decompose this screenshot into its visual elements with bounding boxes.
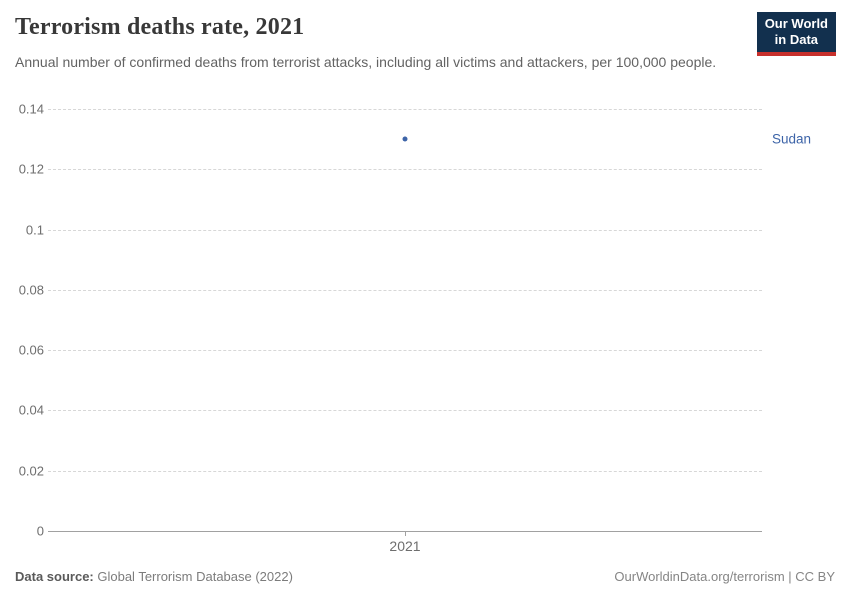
plot-area — [48, 109, 762, 536]
gridline — [48, 410, 762, 412]
owid-logo[interactable]: Our World in Data — [756, 12, 836, 56]
y-tick-label: 0.12 — [18, 161, 44, 177]
y-tick-label: 0.06 — [18, 342, 44, 358]
chart-subtitle: Annual number of confirmed deaths from t… — [15, 54, 717, 70]
entity-labels: Sudan — [772, 109, 848, 531]
data-source-text: Global Terrorism Database (2022) — [93, 569, 293, 584]
x-tick-mark — [405, 531, 406, 536]
x-axis-baseline — [48, 531, 762, 532]
y-tick-label: 0.14 — [18, 101, 44, 117]
y-tick-label: 0 — [36, 523, 44, 539]
y-tick-label: 0.04 — [18, 402, 44, 418]
y-tick-label: 0.1 — [25, 222, 44, 238]
chart-footer: Data source: Global Terrorism Database (… — [15, 569, 835, 584]
credit-link[interactable]: OurWorldinData.org/terrorism | CC BY — [614, 569, 835, 584]
gridline — [48, 109, 762, 110]
data-source-label: Data source: — [15, 569, 94, 584]
entity-label-sudan[interactable]: Sudan — [772, 131, 812, 147]
y-tick-label: 0.08 — [18, 282, 44, 298]
y-tick-label: 0.02 — [18, 463, 44, 479]
x-tick-label: 2021 — [389, 538, 421, 554]
gridline — [48, 229, 762, 231]
data-source: Data source: Global Terrorism Database (… — [15, 569, 293, 584]
data-point-sudan[interactable] — [402, 136, 408, 142]
page-title: Terrorism deaths rate, 2021 — [15, 14, 305, 40]
gridline — [48, 470, 762, 472]
logo-line1: Our World — [764, 16, 828, 31]
gridline — [48, 289, 762, 291]
gridline — [48, 169, 762, 171]
gridline — [48, 350, 762, 352]
logo-line2: in Data — [774, 32, 819, 48]
y-axis: 0 0.02 0.04 0.06 0.08 0.1 0.12 0.14 — [0, 102, 44, 539]
